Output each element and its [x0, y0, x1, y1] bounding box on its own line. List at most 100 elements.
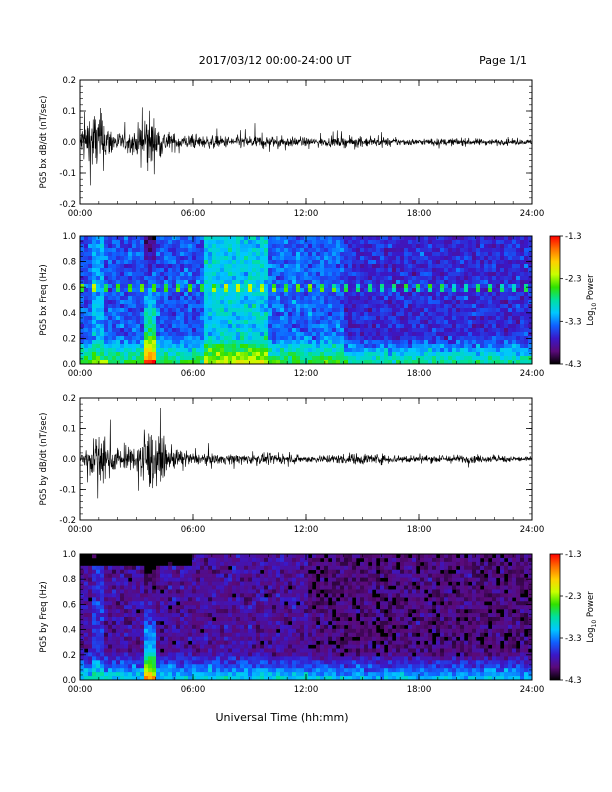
spectrogram-cell: [112, 644, 117, 649]
spectrogram-cell: [132, 581, 137, 586]
spectrogram-cell: [428, 284, 433, 289]
spectrogram-cell: [204, 264, 209, 269]
spectrogram-cell: [164, 593, 169, 598]
spectrogram-cell: [444, 316, 449, 321]
spectrogram-cell: [224, 280, 229, 285]
spectrogram-cell: [132, 240, 137, 245]
spectrogram-cell: [384, 268, 389, 273]
spectrogram-cell: [268, 324, 273, 329]
spectrogram-cell: [180, 268, 185, 273]
spectrogram-cell: [232, 272, 237, 277]
spectrogram-cell: [320, 296, 325, 301]
spectrogram-cell: [88, 664, 93, 669]
spectrogram-cell: [496, 260, 501, 265]
spectrogram-cell: [220, 260, 225, 265]
spectrogram-cell: [192, 557, 197, 563]
x-tick-label: 12:00: [294, 209, 319, 219]
spectrogram-cell: [444, 284, 449, 289]
spectrogram-cell: [260, 340, 265, 345]
spectrogram-cell: [368, 260, 373, 265]
spectrogram-cell: [96, 292, 101, 297]
spectrogram-cell: [164, 308, 169, 313]
spectrogram-cell: [288, 348, 293, 353]
y-tick-label: 1.0: [62, 232, 76, 242]
spectrogram-cell: [492, 324, 497, 329]
spectrogram-cell: [208, 308, 213, 313]
spectrogram-cell: [140, 316, 145, 321]
spectrogram-cell: [140, 597, 145, 602]
spectrogram-cell: [352, 316, 357, 321]
spectrogram-cell: [264, 348, 269, 353]
spectrogram-cell: [172, 340, 177, 345]
x-tick-label: 06:00: [181, 369, 206, 379]
spectrogram-cell: [168, 288, 173, 293]
spectrogram-cell: [336, 300, 341, 305]
spectrogram-cell: [104, 240, 109, 245]
spectrogram-cell: [196, 280, 201, 285]
spectrogram-cell: [472, 348, 477, 353]
spectrogram-cell: [184, 660, 189, 665]
spectrogram-cell: [368, 336, 373, 341]
spectrogram-cell: [300, 292, 305, 297]
spectrogram-cell: [148, 617, 153, 622]
spectrogram-cell: [180, 605, 185, 610]
spectrogram-cell: [80, 340, 85, 345]
spectrogram-cell: [116, 240, 121, 245]
spectrogram-cell: [192, 652, 197, 657]
spectrogram-cell: [204, 284, 209, 289]
spectrogram-cell: [304, 328, 309, 333]
spectrogram-cell: [284, 272, 289, 277]
spectrogram-cell: [484, 308, 489, 313]
spectrogram-cell: [528, 276, 533, 281]
spectrogram-cell: [168, 284, 173, 289]
spectrogram-cell: [384, 240, 389, 245]
spectrogram-cell: [348, 260, 353, 265]
spectrogram-cell: [304, 352, 309, 357]
spectrogram-cell: [268, 260, 273, 265]
spectrogram-cell: [372, 340, 377, 345]
spectrogram-cell: [372, 324, 377, 329]
spectrogram-cell: [148, 248, 153, 253]
spectrogram-cell: [108, 352, 113, 357]
spectrogram-cell: [188, 601, 193, 606]
spectrogram-cell: [432, 276, 437, 281]
spectrogram-cell: [220, 268, 225, 273]
spectrogram-cell: [292, 264, 297, 269]
spectrogram-cell: [188, 672, 193, 677]
spectrogram-cell: [428, 272, 433, 277]
spectrogram-cell: [348, 356, 353, 361]
page-indicator: Page 1/1: [479, 54, 527, 67]
spectrogram-cell: [488, 276, 493, 281]
spectrogram-cell: [492, 264, 497, 269]
spectrogram-cell: [376, 240, 381, 245]
spectrogram-cell: [132, 324, 137, 329]
spectrogram-cell: [248, 260, 253, 265]
spectrogram-cell: [364, 264, 369, 269]
spectrogram-cell: [476, 260, 481, 265]
spectrogram-cell: [480, 356, 485, 361]
spectrogram-cell: [184, 581, 189, 586]
spectrogram-cell: [140, 648, 145, 653]
spectrogram-cell: [192, 554, 197, 559]
spectrogram-cell: [164, 613, 169, 618]
spectrogram-cell: [280, 316, 285, 321]
spectrogram-cell: [508, 272, 513, 277]
spectrogram-cell: [352, 236, 357, 241]
spectrogram-cell: [128, 676, 133, 681]
spectrogram-cell: [96, 276, 101, 281]
spectrogram-cell: [468, 308, 473, 313]
spectrogram-cell: [204, 628, 209, 634]
spectrogram-cell: [216, 284, 221, 289]
spectrogram-cell: [84, 264, 89, 269]
spectrogram-cell: [224, 292, 229, 297]
spectrogram-cell: [392, 320, 397, 325]
spectrogram-cell: [516, 272, 521, 277]
spectrogram-cell: [520, 308, 525, 313]
spectrogram-cell: [268, 268, 273, 273]
spectrogram-cell: [184, 589, 189, 594]
spectrogram-cell: [108, 664, 113, 669]
spectrogram-cell: [84, 577, 89, 582]
spectrogram-cell: [320, 240, 325, 245]
spectrogram-cell: [480, 316, 485, 321]
spectrogram-cell: [212, 356, 217, 361]
